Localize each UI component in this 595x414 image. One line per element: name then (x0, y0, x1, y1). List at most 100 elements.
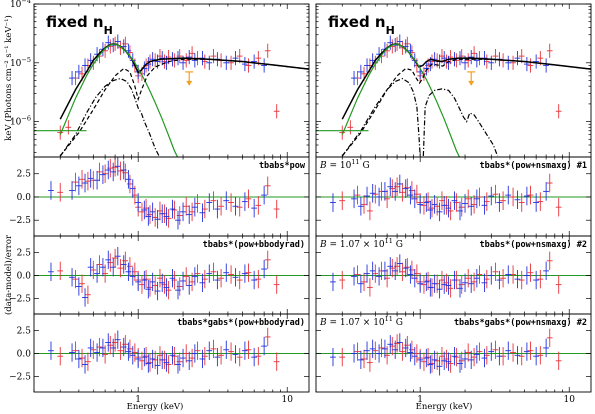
residual-right-3-data-blue-point (436, 357, 443, 376)
spectrum-right-model-total-line (341, 43, 591, 120)
residual-left-2-data-blue-point (82, 288, 88, 307)
residual-left-3-data-red-point (189, 348, 195, 368)
residual-left-1-data-blue-point (232, 196, 239, 216)
residual-left-1-data-blue-point (199, 203, 206, 223)
residual-right-2-data-blue-point (514, 269, 521, 289)
residual-left-1-data-blue-point (94, 170, 100, 190)
residual-right-3-data-red-point (420, 352, 427, 371)
residual-right-1-data-blue-series (330, 174, 549, 222)
residual-left-2-data-blue-point (94, 264, 100, 283)
residual-right-3-data-blue-point (445, 352, 452, 371)
residual-right-1-data-blue-point (417, 195, 424, 214)
spectrum-right-data-red-point (527, 58, 534, 73)
residual-right-1-data-red-point (555, 197, 562, 217)
residual-right-2-data-blue-point (473, 269, 480, 288)
residual-left-3-data-red-point (194, 341, 201, 360)
residual-left-1-data-blue-point (163, 207, 170, 226)
residual-right-3-data-blue-point (514, 346, 521, 365)
spectrum-right-data-blue-point (441, 51, 448, 66)
residual-left-1-data-red-point (72, 172, 79, 192)
residual-right-2-data-blue-point (481, 273, 488, 292)
residual-right-3-data-blue-point (431, 350, 438, 370)
residual-right-1-data-red-point (465, 189, 472, 209)
residual-right-1-data-red-point (518, 193, 525, 212)
residual-left-3-data-blue-point (105, 333, 112, 352)
spectrum-left-data-blue-point (69, 70, 75, 86)
residual-right-1-data-red-point (492, 184, 499, 204)
residual-right-3: tbabs*gabs*(pow+nsmaxg) #2 B = 1.07 × 101… (316, 315, 591, 377)
residual-left-1-data-blue-point (129, 179, 136, 198)
residual-right-2-data-red-point (408, 260, 415, 280)
spectrum-left-model-dashed-line (59, 58, 309, 157)
residual-left-2-data-red-point (245, 263, 252, 282)
residual-left-3-data-blue-point (99, 338, 106, 358)
spectrum-right-data-blue-point (514, 51, 521, 66)
upper-limit-arrow (468, 80, 475, 86)
spectrum-left-data-red-point (57, 125, 64, 140)
residual-right-3-data-red-point (476, 342, 483, 361)
residual-left-3-data-blue-point (75, 349, 82, 369)
residual-left-1-data-blue-point (141, 200, 148, 220)
residual-right-1-data-red-point (434, 196, 441, 216)
residual-left-3-y-tick-label: −2.5 (9, 372, 31, 382)
residual-right-2-data-blue-point (417, 274, 424, 293)
residual-left-3-y-ticks: 2.5 0.0 −2.5 (9, 327, 309, 382)
residual-left-2-data-blue-point (120, 255, 127, 274)
residual-left-2-data-red-point (57, 261, 64, 281)
spectrum-right-data-blue-point (357, 64, 364, 79)
residual-left-1-data-blue-point (175, 210, 181, 230)
spectrum-right-data-blue-point (543, 58, 549, 73)
residual-left-1-data-red-point (218, 196, 224, 216)
spectrum-left-data-blue-point (191, 53, 198, 68)
residual-left-2: 2.5 0.0 −2.5 tbabs*(pow+bbodyrad) (9, 240, 309, 307)
residual-left-2-y-tick-label: 2.5 (17, 249, 32, 259)
residual-right-3-data-blue-point (423, 348, 430, 368)
residual-right-2-y-ticks (316, 252, 591, 299)
residual-left-2-data-blue-point (163, 278, 170, 297)
spectrum-left-data-red-point (273, 104, 280, 119)
residual-right-1-data-blue-point (496, 193, 503, 212)
residual-right-3-x-tick-label: 1 (417, 395, 423, 405)
residual-left-1-data-red-point (57, 183, 64, 202)
spectrum-left-data-blue-point (120, 39, 127, 54)
residual-left-3-data-blue-point (110, 338, 117, 358)
residual-right-2-model-label: tbabs*(pow+nsmaxg) #2 (480, 240, 587, 250)
residual-right-3-data-blue-point (381, 339, 388, 359)
spectrum-left-data-red-point (264, 43, 271, 58)
residual-right-3-data-blue-point (505, 341, 512, 360)
residual-left-2-data-red-point (126, 257, 133, 276)
residual-right-2-data-red-point (537, 269, 544, 289)
residual-left-3-data-blue-series (48, 330, 267, 375)
residual-left-2-data-blue-point (141, 270, 148, 290)
residual-right-1-data-blue-point (330, 193, 336, 212)
residual-right-2-data-red-point (420, 275, 427, 294)
residual-right-1-y-ticks (316, 173, 591, 221)
residual-right-3-frame (315, 313, 592, 393)
residual-left-1-data-red-point (273, 199, 280, 219)
residual-left-3-data-blue-point (125, 342, 132, 361)
residual-left-2-data-red-point (122, 251, 129, 270)
residual-right-1-data-blue-point (533, 193, 540, 212)
residual-left-2-data-blue-point (105, 250, 112, 270)
residual-right-3-data-blue-point (369, 339, 376, 359)
residual-right-3-data-blue-point (468, 350, 475, 370)
spectrum-left-data-blue-series (69, 34, 267, 86)
residual-right-2-data-blue-point (431, 274, 438, 293)
residual-right-1-data-blue-point (351, 189, 357, 209)
residual-left-2-data-blue-point (232, 268, 239, 287)
residual-right-2-data-red-point (465, 269, 472, 288)
residual-left-3-data-blue-point (141, 347, 148, 367)
residual-left-3-data-red-point (57, 347, 64, 366)
spectrum-right-data-blue-point (488, 55, 495, 70)
residual-left-1-data-red-point (264, 176, 271, 196)
residual-left-1-data-blue-point (120, 160, 127, 180)
residual-right-1-plot-area (316, 173, 591, 222)
residual-left-1-data-blue-point (186, 205, 193, 224)
spectrum-left-data-blue-point (206, 55, 213, 70)
residual-right-3-data-blue-point (357, 350, 364, 370)
residual-right-1-data-blue-point (423, 193, 430, 212)
spectrum-right-data-blue-point (523, 57, 530, 72)
residual-right-2-data-blue-point (505, 265, 512, 284)
residual-left-2-data-red-point (117, 258, 124, 278)
residual-right-1-data-blue-point (473, 189, 480, 209)
